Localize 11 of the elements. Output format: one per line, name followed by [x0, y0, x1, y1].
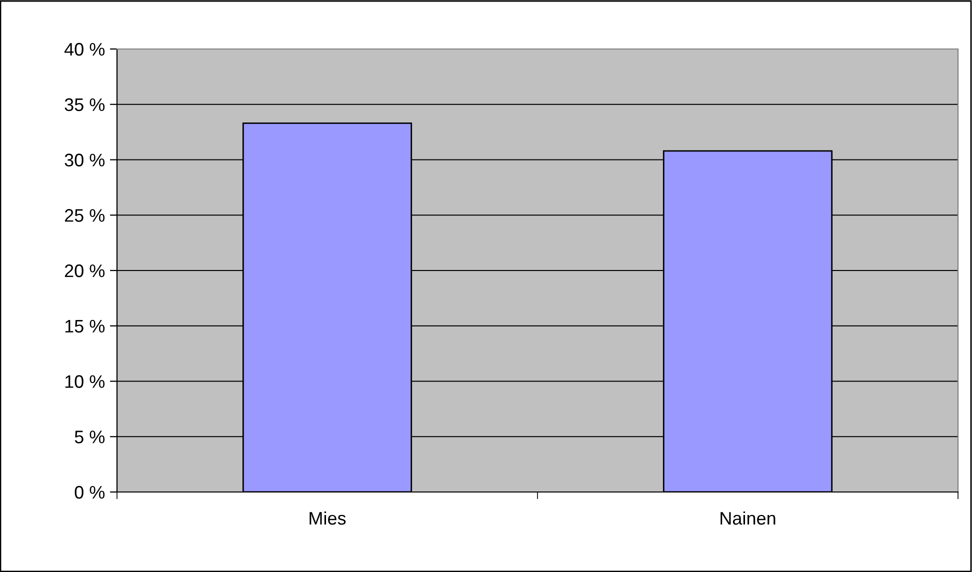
y-tick-label: 0 % — [74, 486, 105, 499]
y-tick-label: 5 % — [74, 430, 105, 444]
x-tick-label: Mies — [310, 511, 346, 525]
y-tick-label: 15 % — [65, 320, 105, 333]
y-tick-label: 40 % — [64, 42, 105, 56]
x-tick-label: Nainen — [720, 511, 776, 525]
y-tick-label: 10 % — [65, 375, 105, 388]
y-tick-label: 20 % — [64, 264, 105, 278]
y-tick-label: 35 % — [64, 98, 105, 112]
y-tick-label: 30 % — [64, 154, 105, 166]
y-tick-label: 25 % — [64, 209, 105, 222]
